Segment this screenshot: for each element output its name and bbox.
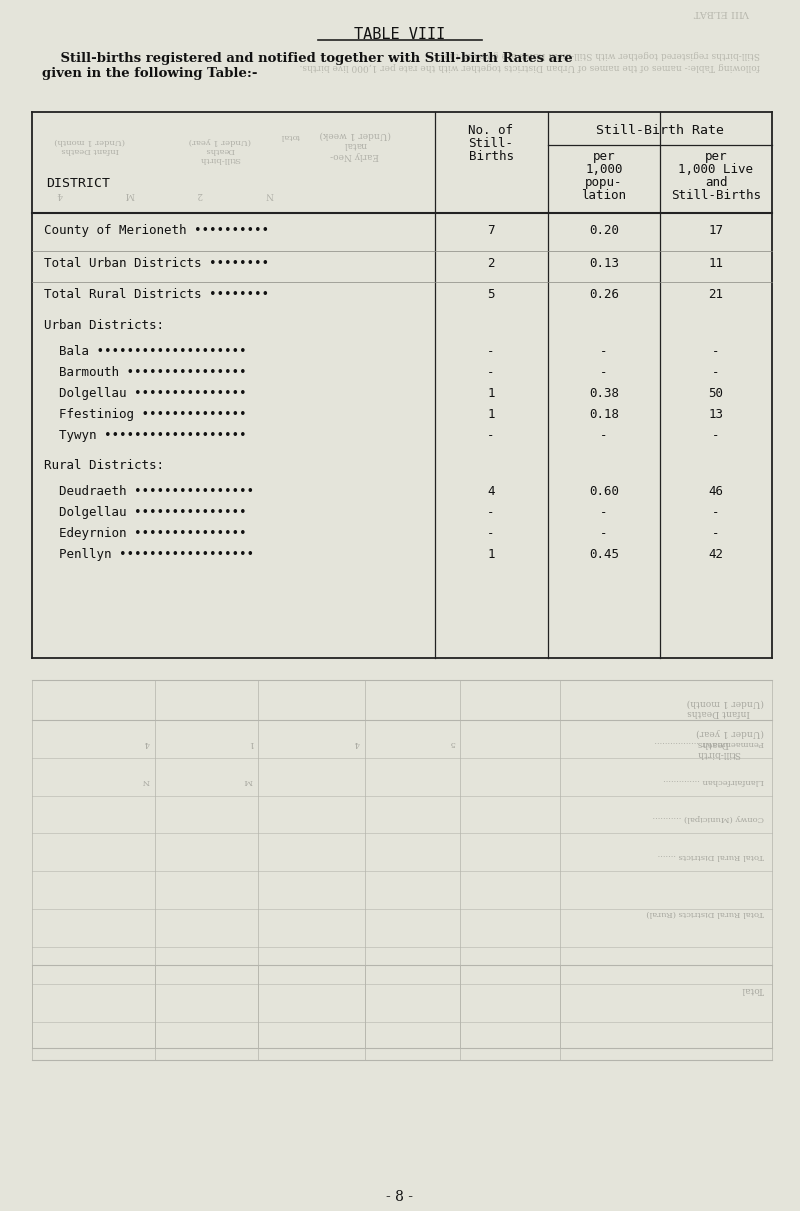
Text: -: - [600, 366, 608, 379]
Text: Births: Births [469, 150, 514, 163]
Text: Still-Birth Rate: Still-Birth Rate [596, 124, 724, 137]
Text: M: M [126, 190, 134, 199]
Text: 21: 21 [709, 288, 723, 302]
Text: 50: 50 [709, 388, 723, 400]
Text: Still-birth
Deaths
(Under 1 year): Still-birth Deaths (Under 1 year) [189, 137, 251, 163]
Text: -: - [600, 527, 608, 540]
Text: Barmouth ••••••••••••••••: Barmouth •••••••••••••••• [44, 366, 246, 379]
Text: VIII ELBAT: VIII ELBAT [694, 8, 750, 17]
Text: TABLE VIII: TABLE VIII [354, 27, 446, 42]
Text: 1: 1 [248, 739, 253, 747]
Text: Rural Districts:: Rural Districts: [44, 459, 164, 472]
Text: Dolgellau •••••••••••••••: Dolgellau ••••••••••••••• [44, 388, 246, 400]
Text: Total: Total [742, 985, 764, 994]
Text: Ffestiniog ••••••••••••••: Ffestiniog •••••••••••••• [44, 408, 246, 421]
Text: given in the following Table:-: given in the following Table:- [42, 67, 258, 80]
Text: and: and [705, 176, 727, 189]
Text: -: - [712, 366, 720, 379]
Text: 0.18: 0.18 [589, 408, 619, 421]
Text: Llanfairfechan ..............: Llanfairfechan .............. [663, 776, 764, 785]
Text: 1: 1 [487, 549, 494, 561]
Text: Edeyrnion •••••••••••••••: Edeyrnion ••••••••••••••• [44, 527, 246, 540]
Text: 1,000 Live: 1,000 Live [678, 163, 754, 176]
Text: Conwy (Municipal) ...........: Conwy (Municipal) ........... [653, 815, 764, 822]
Text: M: M [244, 776, 253, 785]
Text: -: - [600, 345, 608, 358]
Text: County of Merioneth ••••••••••: County of Merioneth •••••••••• [44, 224, 269, 237]
Text: 5: 5 [487, 288, 494, 302]
Text: Dolgellau •••••••••••••••: Dolgellau ••••••••••••••• [44, 506, 246, 520]
Text: Still-birth
Deaths
(Under 1 year): Still-birth Deaths (Under 1 year) [696, 728, 764, 758]
Text: -: - [712, 506, 720, 520]
Text: -: - [487, 527, 494, 540]
Text: per: per [593, 150, 615, 163]
Text: Still-births registered together with Still-birth Rates are given in the: Still-births registered together with St… [444, 50, 760, 59]
Text: 46: 46 [709, 484, 723, 498]
Text: Total Rural Districts ••••••••: Total Rural Districts •••••••• [44, 288, 269, 302]
Text: 0.60: 0.60 [589, 484, 619, 498]
Text: 1: 1 [487, 408, 494, 421]
Text: Tywyn •••••••••••••••••••: Tywyn ••••••••••••••••••• [44, 429, 246, 442]
Text: Penmaenmawr .................: Penmaenmawr ................. [654, 739, 764, 747]
Text: 4: 4 [487, 484, 494, 498]
Text: 4: 4 [145, 739, 150, 747]
Text: -: - [712, 345, 720, 358]
Text: Infant Deaths
(Under 1 month): Infant Deaths (Under 1 month) [686, 698, 764, 717]
Text: 11: 11 [709, 257, 723, 270]
Text: 0.38: 0.38 [589, 388, 619, 400]
Text: 0.20: 0.20 [589, 224, 619, 237]
Text: 17: 17 [709, 224, 723, 237]
Text: 1,000: 1,000 [586, 163, 622, 176]
Text: Still-births registered and notified together with Still-birth Rates are: Still-births registered and notified tog… [42, 52, 573, 65]
Text: 4: 4 [57, 190, 63, 199]
Text: 4: 4 [354, 739, 360, 747]
Text: 7: 7 [487, 224, 494, 237]
Text: -: - [487, 366, 494, 379]
Text: total: total [280, 132, 300, 140]
Text: -: - [487, 429, 494, 442]
Text: following Table:- names of the names of Urban Districts together with the rate p: following Table:- names of the names of … [299, 62, 760, 71]
Text: Total Urban Districts ••••••••: Total Urban Districts •••••••• [44, 257, 269, 270]
Text: 2: 2 [487, 257, 494, 270]
Text: N: N [142, 776, 150, 785]
Text: Deudraeth ••••••••••••••••: Deudraeth •••••••••••••••• [44, 484, 254, 498]
Text: 42: 42 [709, 549, 723, 561]
Text: 13: 13 [709, 408, 723, 421]
Text: No. of: No. of [469, 124, 514, 137]
Text: 1: 1 [487, 388, 494, 400]
Text: N: N [266, 190, 274, 199]
Text: Total Rural Districts (Rural): Total Rural Districts (Rural) [646, 909, 764, 917]
Text: - 8 -: - 8 - [386, 1190, 414, 1204]
Text: 0.45: 0.45 [589, 549, 619, 561]
Text: 0.13: 0.13 [589, 257, 619, 270]
Text: -: - [712, 429, 720, 442]
Text: Still-Births: Still-Births [671, 189, 761, 202]
Text: Early Neo-
natal
(Under 1 week): Early Neo- natal (Under 1 week) [319, 130, 390, 160]
Text: Bala ••••••••••••••••••••: Bala •••••••••••••••••••• [44, 345, 246, 358]
Text: -: - [487, 506, 494, 520]
Text: -: - [487, 345, 494, 358]
Text: DISTRICT: DISTRICT [46, 177, 110, 190]
Text: Penllyn ••••••••••••••••••: Penllyn •••••••••••••••••• [44, 549, 254, 561]
Text: -: - [712, 527, 720, 540]
Text: -: - [600, 429, 608, 442]
Text: 2: 2 [197, 190, 203, 199]
Text: 5: 5 [450, 739, 455, 747]
Text: per: per [705, 150, 727, 163]
Text: Total Rural Districts .......: Total Rural Districts ....... [658, 853, 764, 860]
Text: Urban Districts:: Urban Districts: [44, 318, 164, 332]
Text: Infant Deaths
(Under 1 month): Infant Deaths (Under 1 month) [54, 137, 126, 154]
Text: lation: lation [582, 189, 626, 202]
Text: 0.26: 0.26 [589, 288, 619, 302]
Text: Still-: Still- [469, 137, 514, 150]
Text: -: - [600, 506, 608, 520]
Text: popu-: popu- [586, 176, 622, 189]
